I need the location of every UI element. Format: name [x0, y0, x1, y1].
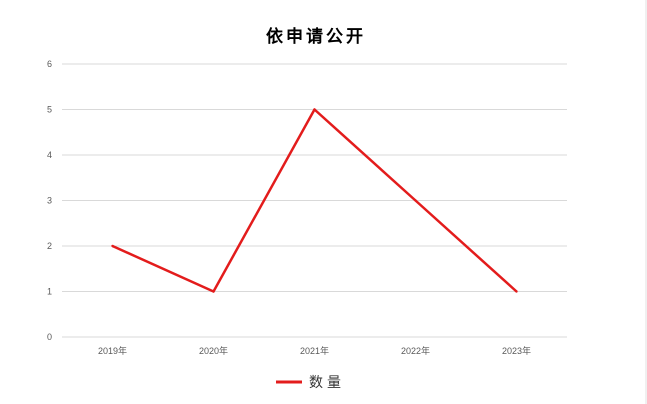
x-tick-label: 2021年	[300, 345, 329, 356]
x-tick-label: 2023年	[502, 345, 531, 356]
y-tick-label: 2	[47, 241, 52, 251]
data-point	[111, 244, 114, 248]
data-point	[414, 199, 417, 202]
window-edge	[645, 0, 647, 404]
y-tick-label: 1	[47, 287, 52, 297]
data-point	[212, 290, 215, 293]
chart-title: 依申请公开	[266, 26, 366, 47]
data-point	[313, 108, 316, 111]
legend: 数量	[276, 375, 345, 391]
y-tick-label: 6	[47, 59, 52, 69]
legend-label: 数量	[309, 375, 345, 391]
data-point	[515, 290, 518, 293]
x-tick-label: 2022年	[401, 345, 430, 356]
y-tick-label: 0	[47, 332, 52, 342]
y-tick-label: 3	[47, 196, 52, 206]
y-tick-label: 5	[47, 105, 52, 115]
y-tick-label: 4	[47, 150, 52, 160]
x-tick-label: 2019年	[98, 345, 127, 356]
x-tick-label: 2020年	[199, 345, 228, 356]
